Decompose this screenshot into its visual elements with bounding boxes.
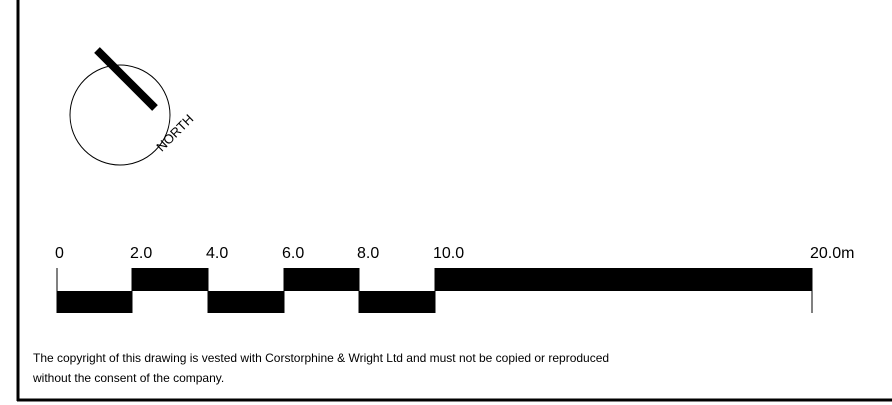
scale-block <box>435 268 812 291</box>
scale-block <box>359 291 435 313</box>
scale-label: 6.0 <box>282 245 304 262</box>
scale-label: 0 <box>55 245 64 262</box>
north-needle <box>94 47 158 111</box>
scale-block <box>57 291 132 313</box>
scale-label: 10.0 <box>433 245 464 262</box>
scale-label: 2.0 <box>130 245 152 262</box>
copyright-line: without the consent of the company. <box>32 371 224 385</box>
scale-bar: 0 2.0 4.0 6.0 8.0 10.0 20.0m <box>55 245 854 313</box>
scale-block <box>284 268 359 291</box>
scale-block <box>208 291 284 313</box>
copyright-line: The copyright of this drawing is vested … <box>33 351 609 365</box>
scale-block <box>132 268 208 291</box>
compass-circle <box>69 64 171 166</box>
scale-label: 4.0 <box>206 245 228 262</box>
scale-label: 20.0m <box>810 245 854 262</box>
scale-label: 8.0 <box>357 245 379 262</box>
